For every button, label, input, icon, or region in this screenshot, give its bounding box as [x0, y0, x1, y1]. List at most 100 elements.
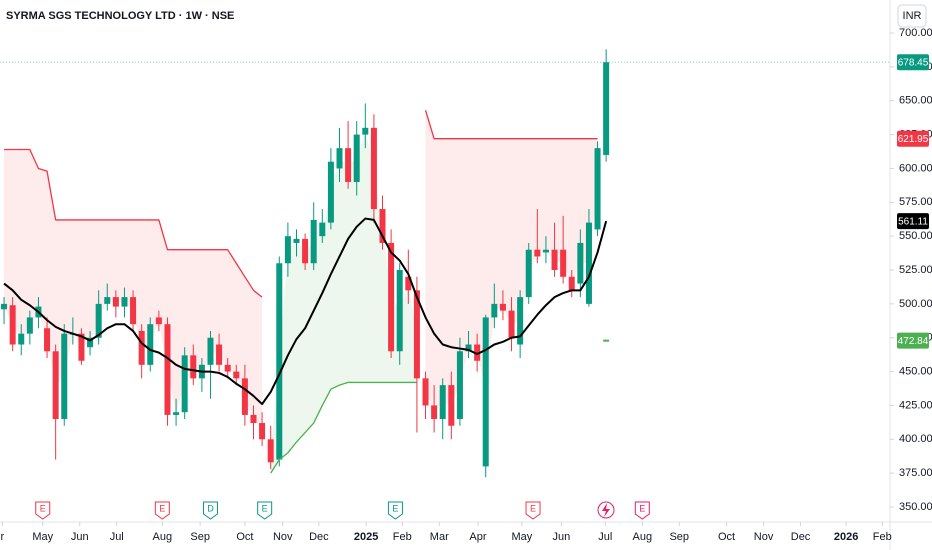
- price-label-box: [897, 332, 929, 349]
- candle-body: [508, 310, 515, 338]
- x-tick-label: Mar: [430, 531, 449, 543]
- x-tick-label: Oct: [718, 531, 735, 543]
- price-label: 678.45: [898, 57, 929, 68]
- candle-body: [362, 127, 369, 135]
- currency[interactable]: INR: [903, 10, 922, 22]
- price-label: 561.11: [898, 216, 928, 227]
- candle-body: [1, 303, 8, 310]
- candle-body: [456, 351, 463, 419]
- event[interactable]: E: [387, 501, 403, 520]
- chart-title: SYRMA SGS TECHNOLOGY LTD · 1W · NSE: [6, 10, 234, 22]
- x-tick-label: r: [0, 531, 4, 543]
- dividend-icon[interactable]: [597, 501, 615, 519]
- candle-body: [78, 333, 85, 361]
- candle-body: [147, 324, 154, 365]
- trend-upper-line: [4, 148, 263, 298]
- candle-body: [310, 219, 317, 264]
- y-tick-label: 650.00: [899, 95, 932, 107]
- x-tick-label: Nov: [754, 531, 774, 543]
- x-tick-label: Sep: [669, 531, 689, 543]
- event-label: E: [40, 503, 46, 513]
- event-icon-glyph: [602, 503, 610, 517]
- x-tick-label: Jun: [553, 531, 571, 543]
- candle-body: [18, 333, 25, 345]
- candle-body: [439, 385, 446, 419]
- candle-body: [26, 317, 33, 334]
- candle-body: [250, 414, 257, 424]
- candle-body: [551, 249, 558, 271]
- candle-body: [474, 344, 481, 361]
- candle-body: [517, 297, 524, 345]
- event-icon[interactable]: [257, 501, 273, 520]
- event-label: E: [392, 503, 398, 513]
- x-tick-label: Jul: [598, 531, 612, 543]
- candle-body: [164, 324, 171, 415]
- currency-box[interactable]: [897, 4, 927, 28]
- candle-body: [44, 328, 51, 352]
- candle-body: [104, 297, 111, 304]
- candle-body: [568, 276, 575, 291]
- x-tick-label: Feb: [873, 531, 892, 543]
- candle-body: [181, 355, 188, 413]
- event[interactable]: E: [525, 501, 541, 520]
- x-tick-label: Aug: [153, 531, 173, 543]
- trend-fill: [4, 149, 263, 432]
- event[interactable]: E: [154, 501, 170, 520]
- price-label-box: [897, 54, 929, 71]
- candle-body: [585, 222, 592, 304]
- event[interactable]: E: [257, 501, 273, 520]
- candle-body: [121, 297, 128, 307]
- candle-body: [431, 405, 438, 419]
- candle-body: [525, 249, 532, 298]
- y-tick-label: 450.00: [899, 365, 932, 377]
- candle-body: [577, 242, 584, 284]
- candle-body: [130, 297, 137, 325]
- event-icon[interactable]: [35, 501, 51, 520]
- event-icon[interactable]: [634, 501, 650, 520]
- candle-body: [396, 270, 403, 352]
- event[interactable]: D: [202, 501, 218, 520]
- y-tick-label: 600.00: [899, 162, 932, 174]
- trend-lower-line: [270, 381, 417, 474]
- plot: [0, 49, 890, 478]
- candle-body: [388, 242, 395, 352]
- candle-body: [499, 303, 506, 311]
- candle-body: [52, 351, 59, 419]
- candle-body: [319, 222, 326, 237]
- price-label-box: [897, 213, 929, 230]
- candle-body: [276, 263, 283, 460]
- x-tick-label: May: [32, 531, 53, 543]
- event-label: E: [530, 503, 536, 513]
- event-label: E: [159, 503, 165, 513]
- x-tick-label: Nov: [273, 531, 293, 543]
- candle-body: [138, 330, 145, 365]
- candle-body: [61, 333, 68, 419]
- x-tick-label: Feb: [393, 531, 412, 543]
- candle-body: [413, 290, 420, 379]
- event-label: E: [262, 503, 268, 513]
- event[interactable]: E: [35, 501, 51, 520]
- y-tick-label: 425.00: [899, 399, 932, 411]
- y-tick-label: 400.00: [899, 433, 932, 445]
- event[interactable]: E: [634, 501, 650, 520]
- candle-body: [259, 423, 266, 440]
- candle-body: [207, 337, 214, 365]
- candle-body: [542, 249, 549, 253]
- x-tick-label: 2026: [834, 531, 858, 543]
- candle-body: [216, 344, 223, 365]
- y-tick-label: 375.00: [899, 467, 932, 479]
- event-icon[interactable]: [202, 501, 218, 520]
- candle-body: [370, 127, 377, 210]
- event-icon[interactable]: [387, 501, 403, 520]
- event-icon[interactable]: [525, 501, 541, 520]
- y-tick-label: 550.00: [899, 230, 932, 242]
- candle-body: [405, 276, 412, 291]
- candle-body: [345, 148, 352, 182]
- event-icon[interactable]: [154, 501, 170, 520]
- candle-body: [594, 148, 601, 230]
- candle-body: [327, 161, 334, 223]
- price-label: 472.84: [898, 336, 929, 347]
- candle-body: [336, 148, 343, 169]
- candle-body: [112, 297, 119, 307]
